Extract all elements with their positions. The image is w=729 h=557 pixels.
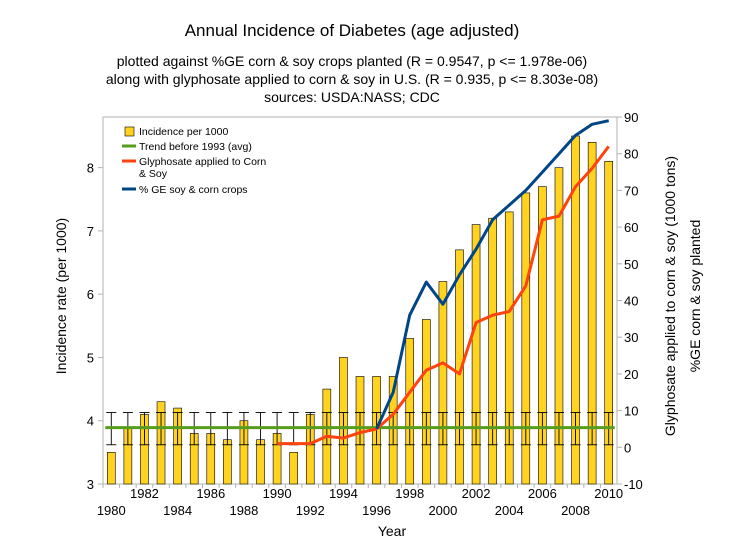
bar-incidence <box>587 142 597 485</box>
chart-title: Annual Incidence of Diabetes (age adjust… <box>185 21 520 40</box>
bar-incidence <box>604 160 613 485</box>
chart-subtitle-2: along with glyphosate applied to corn & … <box>106 71 598 87</box>
y-axis-right-label-glyphosate: Glyphosate applied to corn & soy (1000 t… <box>662 156 678 436</box>
y-right-tick-label: 10 <box>624 404 638 419</box>
x-tick-label: 1986 <box>196 486 225 501</box>
y-right-tick-label: 70 <box>624 183 638 198</box>
x-tick-label: 2010 <box>594 486 623 501</box>
x-tick-label: 1992 <box>296 503 325 518</box>
x-tick-label: 1996 <box>362 503 391 518</box>
y-right-tick-label: 90 <box>624 110 638 125</box>
y-right-tick-label: 40 <box>624 294 638 309</box>
bar-incidence <box>554 167 564 485</box>
x-tick-label: 2000 <box>428 503 457 518</box>
x-tick-label: 1998 <box>395 486 424 501</box>
y-left-tick-label: 3 <box>87 477 94 492</box>
legend-label-trend: Trend before 1993 (avg) <box>139 141 252 153</box>
x-tick-label: 2002 <box>462 486 491 501</box>
bar-incidence <box>256 439 265 485</box>
y-left-tick-label: 7 <box>87 224 94 239</box>
bar-incidence <box>223 439 232 485</box>
x-tick-label: 1984 <box>163 503 192 518</box>
plot-area: 3 4 5 6 7 8 -10 0 10 20 30 40 50 60 70 80 90 1982 1986 1990… <box>87 110 643 518</box>
x-tick-label: 2006 <box>528 486 557 501</box>
y-axis-left-label: Incidence rate (per 1000) <box>53 218 69 374</box>
y-left-tick-label: 6 <box>87 287 94 302</box>
x-axis-label: Year <box>378 523 407 539</box>
x-tick-label: 2008 <box>561 503 590 518</box>
y-right-tick-label: 20 <box>624 367 638 382</box>
bar-incidence <box>504 211 514 485</box>
bar-incidence <box>107 452 116 485</box>
legend: Incidence per 1000 Trend before 1993 (av… <box>122 126 266 196</box>
bar-incidence <box>422 319 431 485</box>
y-right-tick-label: -10 <box>624 477 643 492</box>
y-left-tick-label: 8 <box>87 161 94 176</box>
legend-swatch-incidence <box>124 126 135 137</box>
legend-label-ge: % GE soy & corn crops <box>139 184 248 196</box>
bar-incidence <box>455 249 464 485</box>
y-right-tick-label: 0 <box>624 440 631 455</box>
y-right-tick-label: 50 <box>624 257 638 272</box>
bar-incidence <box>405 338 415 485</box>
y-left-tick-label: 4 <box>87 414 94 429</box>
legend-label-incidence: Incidence per 1000 <box>139 126 228 138</box>
legend-label-glyphosate-2: & Soy <box>139 168 168 180</box>
x-tick-label: 1982 <box>130 486 159 501</box>
legend-label-glyphosate-1: Glyphosate applied to Corn <box>139 156 266 168</box>
x-tick-label: 2004 <box>495 503 524 518</box>
y-right-tick-label: 30 <box>624 330 638 345</box>
y-right-tick-label: 60 <box>624 220 638 235</box>
y-left-tick-label: 5 <box>87 350 94 365</box>
bar-incidence <box>471 224 481 485</box>
bar-incidence <box>289 452 298 485</box>
x-tick-label: 1988 <box>229 503 258 518</box>
line-ge-percent <box>375 119 610 430</box>
x-tick-label: 1994 <box>329 486 358 501</box>
line-glyphosate <box>277 145 610 446</box>
chart-subtitle-1: plotted against %GE corn & soy crops pla… <box>117 53 587 69</box>
y-axis-right-label-ge: %GE corn & soy planted <box>687 220 703 373</box>
bar-incidence <box>173 407 182 485</box>
bar-incidence <box>521 192 531 485</box>
y-right-tick-label: 80 <box>624 147 638 162</box>
x-tick-label: 1980 <box>97 503 126 518</box>
chart-subtitle-3: sources: USDA:NASS; CDC <box>264 89 440 105</box>
bar-incidence <box>438 281 448 485</box>
x-tick-label: 1990 <box>263 486 292 501</box>
bar-incidence <box>538 186 547 485</box>
